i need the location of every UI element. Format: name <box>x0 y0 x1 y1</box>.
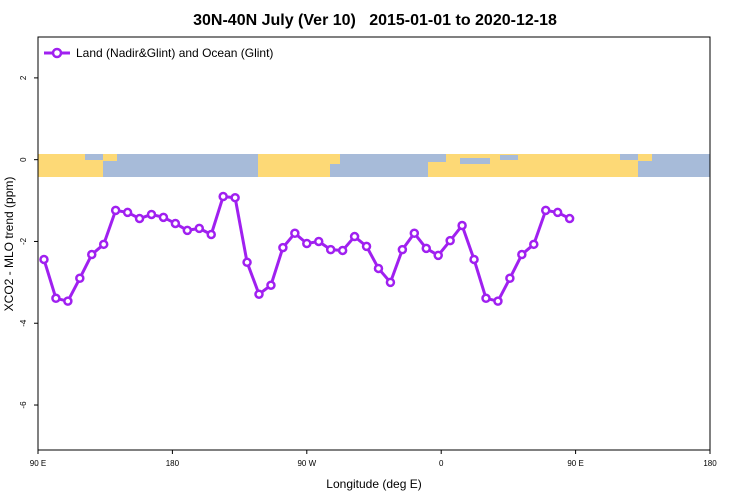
data-point <box>529 239 539 250</box>
data-point <box>469 254 479 265</box>
data-point <box>325 244 336 255</box>
data-point <box>349 231 360 242</box>
data-point <box>337 245 348 256</box>
data-point <box>206 229 216 240</box>
data-point <box>278 242 288 253</box>
data-point <box>397 244 408 255</box>
data-point <box>230 192 240 203</box>
data-point <box>433 250 443 261</box>
data-point <box>75 273 85 284</box>
x-tick-label: 180 <box>166 459 180 468</box>
x-axis-label: Longitude (deg E) <box>326 477 421 491</box>
data-point <box>194 223 205 234</box>
x-tick-label: 90 E <box>567 459 583 468</box>
y-tick-label: 0 <box>19 157 28 162</box>
data-point <box>39 254 49 265</box>
data-point <box>552 207 563 218</box>
legend-text: Land (Nadir&Glint) and Ocean (Glint) <box>76 46 273 60</box>
data-point <box>564 213 575 224</box>
data-point <box>98 239 109 250</box>
data-point <box>254 289 264 299</box>
data-point <box>385 277 396 288</box>
data-point <box>242 257 252 268</box>
legend-marker <box>51 47 63 59</box>
data-point <box>134 213 145 224</box>
data-point <box>51 293 61 304</box>
x-tick-label: 180 <box>703 459 717 468</box>
chart-title: 30N-40N July (Ver 10) 2015-01-01 to 2020… <box>193 12 557 29</box>
data-point <box>218 191 228 202</box>
data-point <box>122 207 133 218</box>
data-point <box>182 225 193 236</box>
data-point <box>63 296 73 306</box>
y-tick-label: -2 <box>19 237 28 245</box>
data-point <box>170 218 181 229</box>
data-point <box>373 263 384 274</box>
land-ocean-strip <box>38 154 710 177</box>
data-line <box>42 194 571 303</box>
data-point <box>302 238 312 249</box>
x-tick-label: 90 W <box>297 459 316 468</box>
data-point <box>158 212 169 223</box>
data-point <box>409 228 420 239</box>
data-point <box>110 205 121 216</box>
data-point <box>505 273 515 284</box>
data-point <box>481 293 491 304</box>
data-point <box>517 249 527 260</box>
data-point <box>290 228 300 239</box>
y-tick-label: -6 <box>19 401 28 409</box>
data-point <box>421 243 432 254</box>
x-tick-label: 0 <box>439 459 444 468</box>
data-point <box>361 241 372 252</box>
data-point <box>146 209 157 220</box>
y-axis-label: XCO2 - MLO trend (ppm) <box>2 177 16 312</box>
plot-frame <box>37 36 711 451</box>
data-point <box>457 220 467 231</box>
y-tick-label: -4 <box>19 319 28 327</box>
data-point <box>493 296 503 306</box>
data-point <box>87 249 97 260</box>
data-point <box>313 236 324 247</box>
y-tick-label: 2 <box>19 75 28 80</box>
data-point <box>266 280 276 290</box>
data-point <box>540 205 551 216</box>
data-point <box>445 235 455 246</box>
x-tick-label: 90 E <box>30 459 46 468</box>
